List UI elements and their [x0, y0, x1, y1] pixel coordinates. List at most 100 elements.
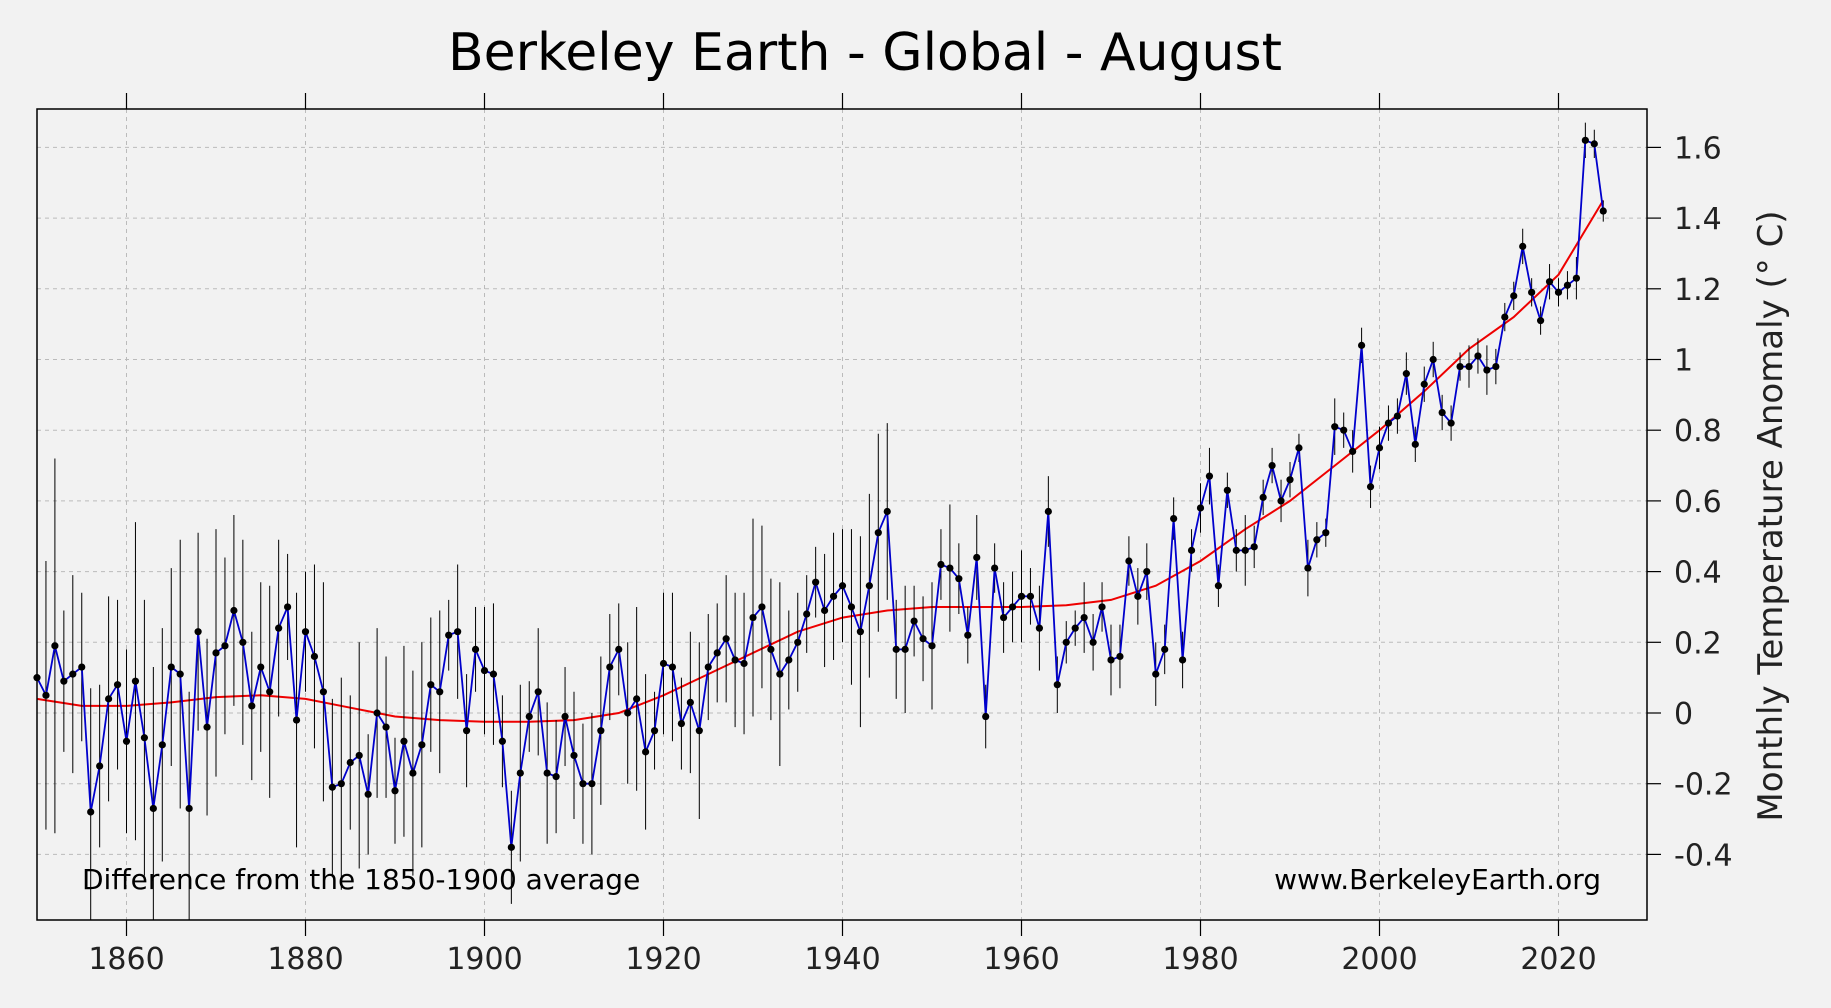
- data-point: [785, 656, 793, 664]
- data-point: [1384, 419, 1393, 427]
- data-point: [113, 681, 122, 689]
- data-point: [1044, 507, 1052, 516]
- data-point: [275, 624, 283, 632]
- data-point: [1313, 536, 1321, 544]
- data-point: [910, 617, 918, 625]
- data-point: [301, 628, 310, 636]
- data-point: [713, 649, 721, 657]
- data-point: [51, 642, 59, 650]
- markers: [33, 136, 1607, 851]
- y-tick-label: 0: [1674, 697, 1693, 732]
- data-point: [615, 645, 623, 653]
- ticks: 1860 1880 1900 1920 1940 1960 1980 2000 2020 -0.4…: [88, 93, 1733, 977]
- data-point: [973, 553, 981, 562]
- data-point: [400, 737, 408, 745]
- data-point: [1107, 656, 1115, 664]
- data-point: [561, 712, 569, 721]
- data-point: [436, 688, 444, 696]
- data-point: [409, 769, 417, 777]
- data-point: [633, 695, 641, 703]
- data-point: [874, 529, 882, 537]
- chart-title: Berkeley Earth - Global - August: [448, 23, 1282, 83]
- data-point: [794, 638, 802, 646]
- data-point: [758, 603, 766, 611]
- data-point: [1331, 423, 1339, 431]
- data-point: [829, 592, 838, 600]
- data-point: [1438, 408, 1446, 417]
- data-point: [955, 575, 963, 583]
- y-tick-label: 0.2: [1674, 626, 1722, 661]
- data-point: [1205, 472, 1214, 480]
- data-point: [749, 613, 757, 622]
- data-point: [149, 804, 157, 813]
- data-point: [463, 727, 471, 735]
- data-point: [167, 663, 175, 671]
- data-point: [883, 507, 891, 516]
- data-point: [552, 773, 560, 781]
- data-point: [1125, 557, 1133, 565]
- data-point: [964, 631, 972, 639]
- data-point: [364, 790, 372, 798]
- y-axis-label: Monthly Temperature Anomaly (° C): [1751, 210, 1791, 821]
- data-point: [1017, 592, 1026, 600]
- data-point: [158, 741, 166, 749]
- data-point: [1581, 136, 1589, 144]
- data-point: [597, 727, 605, 735]
- x-tick-label: 1860: [88, 942, 164, 977]
- data-point: [346, 758, 354, 767]
- y-tick-label: -0.4: [1674, 838, 1733, 873]
- data-point: [69, 670, 77, 678]
- data-point: [1152, 670, 1160, 678]
- y-tick-label: 0.4: [1674, 556, 1722, 591]
- data-point: [292, 716, 301, 724]
- data-point: [1071, 624, 1079, 632]
- y-tick-label: -0.2: [1674, 768, 1733, 803]
- data-point: [1277, 497, 1285, 505]
- data-point: [1143, 568, 1151, 576]
- data-point: [105, 695, 113, 703]
- data-point: [1179, 656, 1187, 664]
- data-point: [221, 642, 229, 650]
- data-point: [838, 582, 847, 590]
- data-point: [1393, 412, 1401, 420]
- data-point: [60, 677, 68, 685]
- data-point: [1366, 483, 1375, 491]
- data-point: [847, 603, 856, 611]
- data-point: [1187, 546, 1196, 554]
- series-layer: [36, 139, 1605, 848]
- data-point: [480, 666, 489, 675]
- x-tick-label: 1920: [625, 942, 701, 977]
- data-point: [1420, 380, 1428, 388]
- data-point: [1161, 645, 1169, 653]
- data-point: [901, 645, 909, 653]
- data-point: [982, 712, 990, 721]
- data-point: [650, 727, 659, 735]
- data-point: [812, 578, 820, 586]
- data-point: [131, 677, 140, 685]
- data-point: [677, 720, 686, 728]
- data-point: [78, 663, 86, 671]
- data-point: [1501, 313, 1509, 321]
- data-point: [1456, 362, 1464, 371]
- data-point: [1232, 546, 1240, 554]
- data-point: [928, 642, 936, 650]
- data-point: [373, 709, 381, 717]
- data-point: [1170, 514, 1178, 523]
- data-point: [1196, 504, 1205, 512]
- data-point: [767, 645, 775, 653]
- data-point: [642, 748, 650, 756]
- y-tick-label: 1.4: [1674, 202, 1722, 237]
- data-point: [248, 702, 256, 710]
- data-point: [1223, 486, 1231, 494]
- data-point: [1000, 613, 1008, 622]
- data-point: [87, 808, 95, 816]
- data-point: [1080, 613, 1088, 622]
- data-point: [194, 628, 202, 636]
- data-point: [96, 762, 104, 770]
- data-point: [1563, 281, 1572, 289]
- data-point: [695, 727, 703, 735]
- data-point: [266, 688, 274, 696]
- data-point: [919, 635, 927, 643]
- x-tick-label: 1940: [804, 942, 880, 977]
